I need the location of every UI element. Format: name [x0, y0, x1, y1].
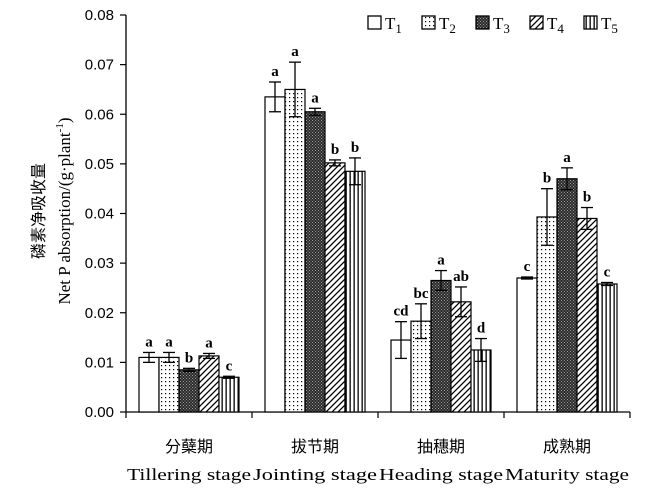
- x-tick-label-en: Heading stage: [379, 465, 503, 484]
- y-tick-label: 0.04: [85, 206, 114, 223]
- significance-label: a: [291, 44, 299, 60]
- x-tick-label-en: Tillering stage: [127, 465, 251, 484]
- y-axis-title-en: Net P absorption/(g·plant-1): [54, 117, 74, 304]
- bar: [178, 369, 200, 413]
- y-tick-label: 0.06: [85, 106, 114, 123]
- significance-label: ab: [453, 269, 469, 285]
- significance-label: a: [437, 253, 445, 269]
- bar: [516, 277, 538, 413]
- category-labels: 分蘖期 Tillering stage 拔节期 Jointing stage 抽穗期 He…: [127, 437, 629, 484]
- significance-label: a: [165, 334, 173, 350]
- y-axis-title-en-close: ): [55, 117, 74, 123]
- bar: [264, 96, 286, 413]
- significance-label: b: [185, 350, 193, 366]
- legend-swatch: [367, 15, 382, 30]
- bar: [536, 216, 558, 413]
- significance-label: c: [604, 264, 611, 280]
- bar: [324, 162, 346, 413]
- y-axis-title-en-main: Net P absorption/(g·plant: [55, 132, 74, 304]
- legend-label: T3: [493, 14, 510, 36]
- legend-swatch: [421, 15, 436, 30]
- x-tick-label-cn: 抽穗期: [417, 437, 465, 456]
- y-tick-label: 0.08: [85, 7, 114, 24]
- x-tick-label-cn: 分蘖期: [165, 437, 213, 456]
- bar: [198, 355, 220, 413]
- y-axis-title: 磷素净吸收量 Net P absorption/(g·plant-1): [29, 117, 74, 304]
- significance-label: a: [145, 334, 153, 350]
- legend-swatch: [475, 15, 490, 30]
- y-axis-title-en-sup: -1: [54, 123, 66, 132]
- legend: T1 T2 T3 T4 T5: [367, 14, 618, 36]
- legend-label: T1: [385, 14, 402, 36]
- y-axis-title-cn: 磷素净吸收量: [29, 163, 48, 259]
- x-tick-label-en: Jointing stage: [253, 465, 377, 484]
- bar: [596, 283, 618, 413]
- bar: [576, 217, 598, 413]
- legend-label: T2: [439, 14, 456, 36]
- y-tick-label: 0.07: [85, 57, 114, 74]
- bar: [158, 356, 180, 413]
- x-tick-label-cn: 成熟期: [543, 437, 591, 456]
- bar: [556, 178, 578, 413]
- significance-label: bc: [414, 286, 429, 302]
- significance-label: d: [477, 321, 486, 337]
- bar: [284, 88, 306, 413]
- significance-label: b: [351, 140, 359, 156]
- y-tick-label: 0.01: [85, 354, 114, 371]
- x-tick-label-cn: 拔节期: [291, 437, 339, 456]
- bar: [344, 170, 366, 413]
- bar: [430, 279, 452, 413]
- significance-label: c: [524, 259, 531, 275]
- y-tick-label: 0.00: [85, 404, 114, 421]
- legend-label: T5: [601, 14, 618, 36]
- legend-swatch: [583, 15, 598, 30]
- significance-label: a: [271, 64, 279, 80]
- significance-label: a: [205, 335, 213, 351]
- significance-label: c: [226, 358, 233, 374]
- bar: [304, 111, 326, 413]
- significance-label: a: [311, 90, 319, 106]
- x-tick-label-en: Maturity stage: [505, 465, 629, 484]
- significance-label: b: [583, 190, 591, 206]
- legend-swatch: [529, 15, 544, 30]
- significance-label: a: [563, 150, 571, 166]
- bar: [450, 301, 472, 413]
- significance-label: b: [543, 171, 551, 187]
- y-tick-label: 0.02: [85, 305, 114, 322]
- significance-label: b: [331, 142, 339, 158]
- significance-label: cd: [394, 304, 410, 320]
- y-tick-label: 0.03: [85, 255, 114, 272]
- bar: [138, 356, 160, 413]
- legend-label: T4: [547, 14, 564, 36]
- y-tick-label: 0.05: [85, 156, 114, 173]
- bar: [218, 376, 240, 413]
